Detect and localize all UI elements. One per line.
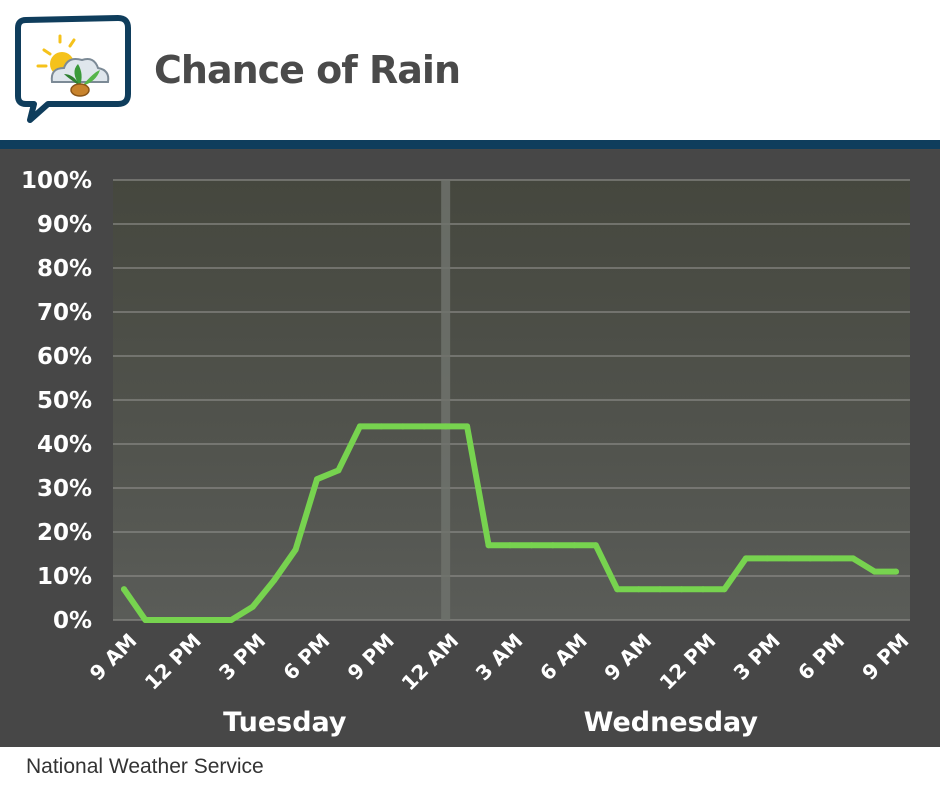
y-tick-label: 70%	[37, 300, 92, 326]
data-point	[657, 586, 664, 593]
x-tick-label: 6 PM	[278, 629, 334, 685]
x-tick-label: 12 PM	[140, 629, 206, 695]
x-tick-label: 12 PM	[655, 629, 721, 695]
data-point	[292, 546, 299, 553]
rain-chance-chart: 0%10%20%30%40%50%60%70%80%90%100% 9 AM12…	[21, 168, 914, 738]
data-point	[764, 555, 771, 562]
chart-panel: 0% 10% 20% 30% 40% 50% 60% 70% 80% 90% 100% 9 AM 12…	[0, 149, 940, 747]
data-point	[399, 423, 406, 430]
day-label: Tuesday	[223, 707, 347, 738]
y-tick-label: 40%	[37, 432, 92, 458]
data-point	[421, 423, 428, 430]
y-tick-label: 50%	[37, 388, 92, 414]
header: Chance of Rain	[0, 0, 940, 140]
data-point	[850, 555, 857, 562]
data-point	[828, 555, 835, 562]
page-title: Chance of Rain	[154, 48, 461, 92]
data-point	[571, 542, 578, 549]
data-point	[678, 586, 685, 593]
data-point	[742, 555, 749, 562]
data-point	[163, 617, 170, 623]
midnight-marker	[441, 180, 451, 620]
data-point	[700, 586, 706, 593]
data-point	[249, 603, 256, 610]
x-tick-label: 3 PM	[214, 629, 270, 685]
data-point	[871, 568, 878, 575]
data-point	[185, 617, 192, 623]
data-point	[507, 542, 513, 549]
x-tick-label: 9 PM	[343, 629, 399, 685]
data-point	[635, 586, 642, 593]
x-tick-label: 12 AM	[397, 629, 464, 696]
x-tick-label: 9 PM	[857, 629, 913, 685]
y-tick-label: 0%	[53, 608, 92, 634]
data-point	[356, 423, 363, 430]
header-divider	[0, 140, 940, 149]
x-tick-label: 6 AM	[535, 629, 592, 686]
y-tick-label: 80%	[37, 256, 92, 282]
x-tick-label: 6 PM	[793, 629, 849, 685]
data-point	[142, 617, 149, 623]
data-point	[485, 542, 492, 549]
y-tick-label: 30%	[37, 476, 92, 502]
data-point	[785, 555, 792, 562]
data-point	[592, 542, 599, 549]
sun-cloud-plant-icon	[15, 15, 131, 123]
data-point	[206, 617, 213, 623]
data-point	[335, 467, 342, 474]
data-point	[549, 542, 556, 549]
y-tick-label: 60%	[37, 344, 92, 370]
data-point	[314, 476, 320, 483]
day-label: Wednesday	[584, 707, 759, 738]
x-tick-label: 3 PM	[729, 629, 785, 685]
y-tick-label: 90%	[37, 212, 92, 238]
x-tick-label: 9 AM	[599, 629, 656, 686]
data-point	[464, 423, 471, 430]
y-tick-label: 100%	[21, 168, 92, 194]
data-point	[271, 577, 278, 584]
footer: National Weather Service	[0, 747, 940, 788]
data-point	[721, 586, 728, 593]
data-point	[807, 555, 814, 562]
source-credit: National Weather Service	[26, 755, 264, 778]
data-point	[378, 423, 385, 430]
x-tick-label: 9 AM	[85, 629, 142, 686]
data-point	[442, 423, 449, 430]
data-point	[528, 542, 535, 549]
data-point	[228, 617, 235, 623]
y-tick-label: 10%	[37, 564, 92, 590]
data-point	[121, 586, 127, 593]
y-tick-label: 20%	[37, 520, 92, 546]
x-tick-label: 3 AM	[471, 629, 528, 686]
data-point	[614, 586, 621, 593]
data-point	[893, 568, 899, 575]
